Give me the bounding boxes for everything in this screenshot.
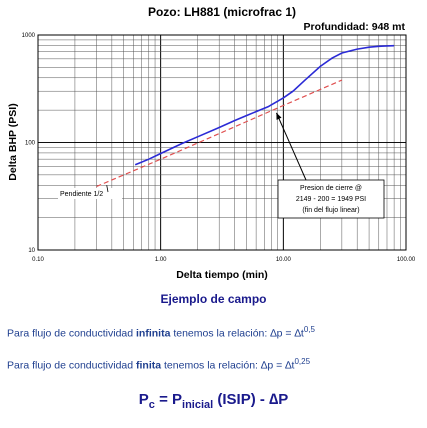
- relation-finite-exponent: 0,25: [294, 357, 311, 366]
- formula-p: P: [138, 391, 149, 408]
- half-slope-reference-line: [96, 79, 343, 188]
- formula-inicial-subscript: inicial: [182, 399, 214, 411]
- relation-infinite: Para flujo de conductividad infinita ten…: [7, 325, 425, 340]
- plot-frame: [37, 34, 407, 251]
- chart-subtitle: Profundidad: 948 mt: [303, 21, 405, 33]
- log-log-chart: 0.10 1.00 10.00 100.00 1000 100 10 Presion de …: [7, 5, 416, 281]
- relation-finite-pre: Para flujo de conductividad: [7, 359, 136, 372]
- relation-finite-bold: finita: [136, 359, 162, 372]
- relation-finite: Para flujo de conductividad finita tenem…: [7, 357, 425, 372]
- tick-labels: 0.10 1.00 10.00 100.00 1000 100 10: [22, 33, 416, 263]
- closure-pressure-label: 2149 - 200 = 1949 PSI: [296, 196, 366, 203]
- closure-pressure-label: (fin del flujo linear): [302, 207, 359, 214]
- x-axis-label: Delta tiempo (min): [176, 269, 268, 281]
- relation-infinite-pre: Para flujo de conductividad: [7, 327, 136, 340]
- arrowhead-icon: [276, 112, 282, 120]
- relation-infinite-post: tenemos la relación:: [170, 327, 271, 340]
- slope-label-leader: [106, 185, 109, 193]
- y-tick-label: 10: [28, 248, 35, 254]
- closure-pressure-arrow: [275, 112, 307, 181]
- x-tick-label: 100.00: [397, 257, 416, 263]
- chart-title: Pozo: LH881 (microfrac 1): [148, 5, 296, 19]
- closure-pressure-formula: Pc = Pinicial (ISIP) - ∆P: [0, 391, 427, 411]
- figure-caption: Ejemplo de campo: [160, 292, 267, 306]
- slope-label-bg: [58, 188, 122, 199]
- relation-finite-post: tenemos la relación:: [161, 359, 261, 372]
- relation-infinite-eq: ∆p = ∆t: [270, 327, 304, 340]
- closure-pressure-box: [277, 179, 385, 219]
- pressure-derivative-curve: [134, 44, 395, 166]
- formula-equals: = P: [154, 391, 183, 408]
- x-tick-label: 10.00: [276, 257, 292, 263]
- annotations: Presion de cierre @ 2149 - 200 = 1949 PSI…: [58, 112, 385, 219]
- x-tick-label: 0.10: [32, 257, 44, 263]
- y-tick-label: 100: [25, 141, 36, 147]
- formula-rest: (ISIP) - ∆P: [213, 391, 289, 408]
- relation-infinite-bold: infinita: [136, 327, 171, 340]
- closure-pressure-label: Presion de cierre @: [300, 185, 362, 192]
- y-axis-label: Delta BHP (PSI): [7, 103, 19, 180]
- series: [96, 44, 395, 188]
- relation-infinite-exponent: 0,5: [303, 325, 315, 334]
- relation-finite-eq: ∆p = ∆t: [260, 359, 295, 372]
- y-tick-label: 1000: [22, 33, 36, 39]
- slope-label: Pendiente 1/2: [60, 191, 103, 198]
- formula-c-subscript: c: [148, 399, 155, 411]
- x-tick-label: 1.00: [155, 257, 167, 263]
